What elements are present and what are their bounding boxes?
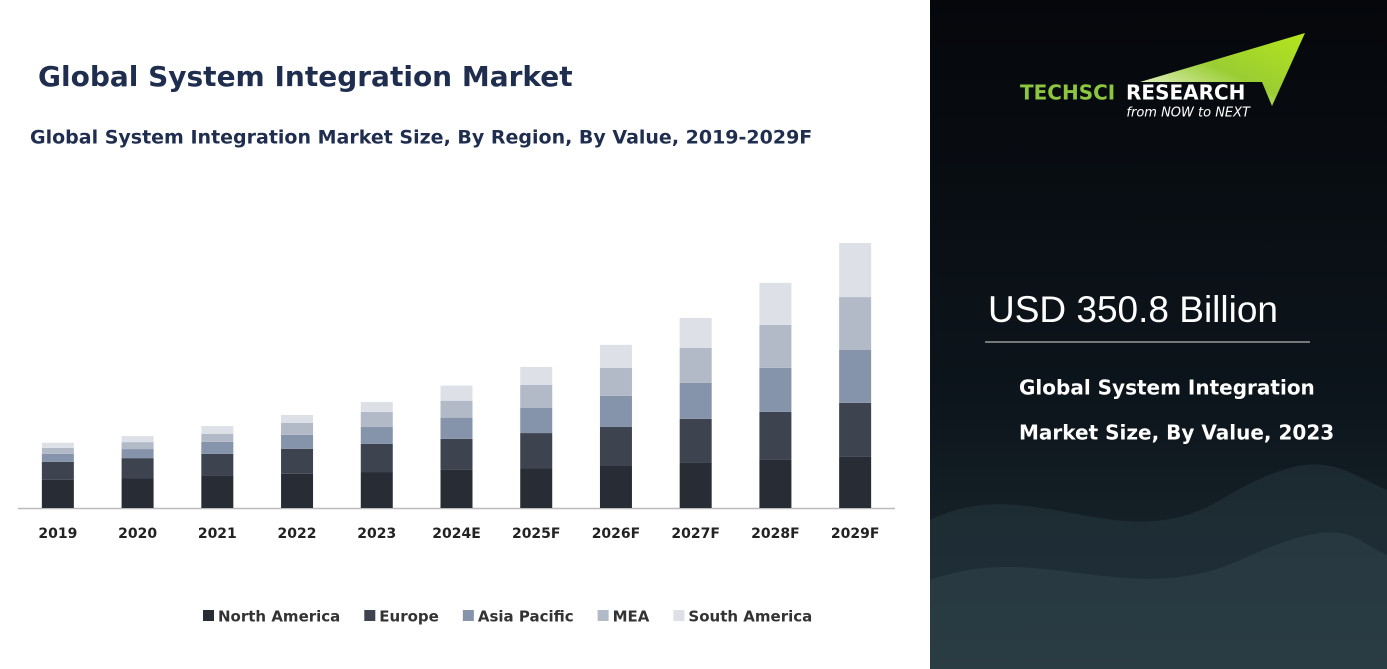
wave: [930, 464, 1387, 669]
bar-segment: [599, 465, 632, 508]
legend-label: North America: [218, 608, 340, 626]
x-tick-label: 2025F: [512, 526, 561, 542]
bar-segment: [201, 426, 234, 434]
bar-segment: [839, 297, 872, 350]
chart-subtitle: Global System Integration Market Size, B…: [30, 127, 812, 149]
bar-segment: [121, 478, 154, 508]
bar-segment: [759, 411, 792, 460]
bar-segment: [360, 427, 393, 444]
bar-segment: [759, 459, 792, 508]
bar-segment: [520, 468, 553, 508]
bar-segment: [121, 436, 154, 443]
bar-segment: [679, 347, 712, 383]
bar-segment: [599, 367, 632, 396]
headline: USD 350.8 Billion: [988, 289, 1278, 330]
bar-segment: [520, 433, 553, 469]
bar-segment: [41, 461, 74, 480]
logo-text: TECHSCI: [1020, 81, 1115, 105]
bar-segment: [679, 382, 712, 419]
legend-swatch: [673, 610, 685, 621]
x-tick-label: 2023: [357, 526, 396, 542]
bar-segment: [520, 366, 553, 386]
bar-segment: [41, 442, 74, 448]
legend-swatch: [597, 610, 609, 621]
wave: [930, 532, 1387, 669]
legend-label: South America: [688, 608, 812, 626]
panel-background: [930, 0, 1387, 669]
legend-label: MEA: [613, 608, 650, 626]
bar-segment: [599, 427, 632, 466]
x-tick-label: 2024E: [432, 526, 481, 542]
bar-segment: [759, 367, 792, 412]
bar-segment: [360, 401, 393, 412]
bar-segment: [121, 442, 154, 450]
caption: Market Size, By Value, 2023: [1019, 421, 1334, 445]
bar-segment: [281, 448, 314, 474]
logo-text: RESEARCH: [1126, 81, 1245, 105]
bar-segment: [201, 453, 234, 476]
bar-segment: [440, 469, 473, 508]
x-tick-label: 2021: [198, 526, 237, 542]
logo-tagline: from NOW to NEXT: [1126, 106, 1251, 121]
legend-label: Europe: [379, 608, 439, 626]
bar-segment: [759, 282, 792, 325]
bar-segment: [599, 395, 632, 428]
bar-segment: [121, 449, 154, 459]
bar-segment: [360, 472, 393, 508]
x-tick-label: 2027F: [671, 526, 720, 542]
bar-segment: [679, 418, 712, 463]
bar-segment: [520, 385, 553, 408]
bar-segment: [679, 462, 712, 508]
bar-segment: [759, 324, 792, 368]
x-tick-label: 2028F: [751, 526, 800, 542]
x-tick-label: 2020: [118, 526, 157, 542]
bar-segment: [41, 453, 74, 462]
bar-segment: [360, 411, 393, 428]
bar-segment: [201, 475, 234, 508]
legend-swatch: [462, 610, 474, 621]
logo-mark: [1140, 33, 1305, 106]
bar-segment: [281, 473, 314, 508]
legend-swatch: [364, 610, 376, 621]
bar-segment: [281, 422, 314, 435]
legend-swatch: [203, 610, 214, 621]
legend-label: Asia Pacific: [478, 608, 574, 626]
x-tick-label: 2026F: [592, 526, 641, 542]
bar-segment: [41, 447, 74, 454]
bar-segment: [281, 434, 314, 449]
bar-segment: [440, 417, 473, 439]
bar-segment: [599, 344, 632, 368]
bar-segment: [679, 317, 712, 348]
bar-segment: [839, 456, 872, 508]
bar-segment: [839, 243, 872, 298]
bar-segment: [201, 441, 234, 454]
bar-segment: [440, 400, 473, 418]
bar-segment: [41, 479, 74, 508]
caption: Global System Integration: [1019, 376, 1315, 400]
bar-segment: [201, 433, 234, 442]
bar-segment: [839, 349, 872, 403]
x-tick-label: 2029F: [831, 526, 880, 542]
bar-segment: [121, 458, 154, 479]
bar-segment: [520, 407, 553, 434]
x-tick-label: 2022: [278, 526, 317, 542]
bar-segment: [440, 385, 473, 401]
bar-segment: [440, 438, 473, 470]
bar-segment: [360, 443, 393, 473]
x-tick-label: 2019: [38, 526, 77, 542]
bar-segment: [839, 402, 872, 457]
chart-title: Global System Integration Market: [38, 60, 573, 93]
bar-segment: [281, 414, 314, 423]
